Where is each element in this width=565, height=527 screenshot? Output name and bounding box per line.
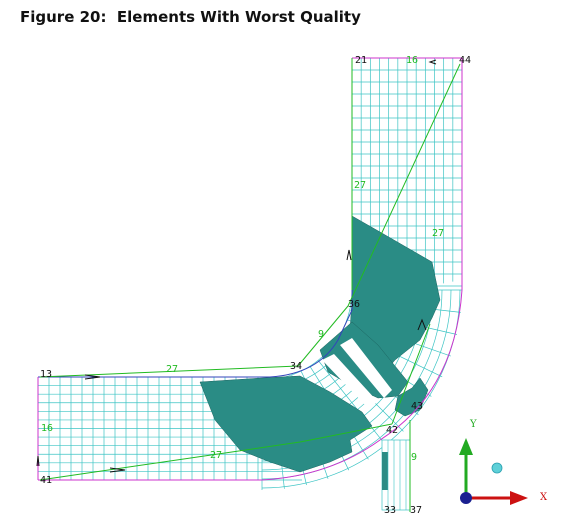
node-label: 37 [410,505,422,516]
y-axis-label: Y [469,419,477,430]
light-strips [322,338,392,408]
node-label: 21 [355,55,367,66]
edge-label: 9 [411,452,417,463]
figure-title: Figure 20: Elements With Worst Quality [20,8,361,26]
x-axis-head [510,491,528,505]
outer-boundary [38,58,463,481]
node-label: 41 [40,475,52,486]
y-axis-head [459,438,473,455]
node-label: 44 [459,55,471,66]
edge-label: 27 [432,228,444,239]
node-label: 36 [348,299,360,310]
axes-triad: Y X [459,419,548,505]
node-labels: 21 44 13 41 34 36 43 42 33 37 [40,55,471,516]
edge-label: 27 [210,450,222,461]
worst-quality-elements [199,215,441,473]
edge-label: 27 [354,180,366,191]
worst-region-horizontal [199,375,373,473]
origin-marker [460,492,472,504]
direction-arrows [36,59,437,473]
x-axis-label: X [540,492,548,503]
edge-markers [39,58,461,512]
edge-label: 16 [41,423,53,434]
outlet-stub [381,439,411,511]
edge-count-labels: 16 27 27 27 9 16 27 9 [41,55,444,463]
node-label: 42 [386,425,398,436]
edge-label: 9 [318,329,324,340]
node-label: 13 [40,369,52,380]
edge-label: 16 [406,55,418,66]
inner-boundary [38,58,353,378]
edge-label: 27 [166,364,178,375]
node-label: 33 [384,505,396,516]
z-axis-marker [491,462,503,474]
node-label: 43 [411,401,423,412]
node-label: 34 [290,361,302,372]
